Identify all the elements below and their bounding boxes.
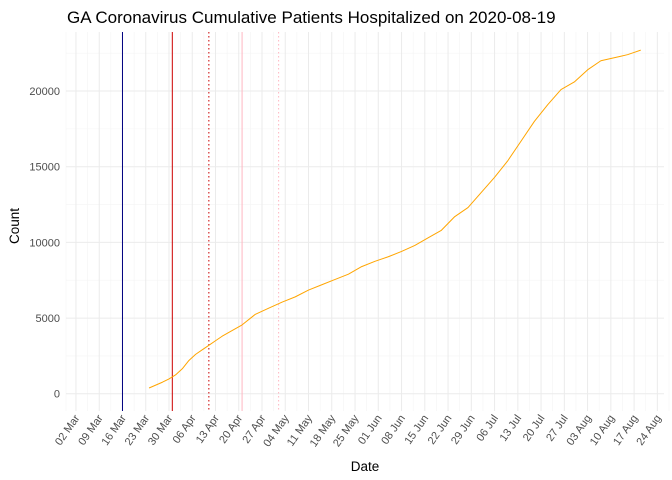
y-axis-label: Count <box>7 208 22 244</box>
y-tick-label: 5000 <box>36 313 60 325</box>
chart-title: GA Coronavirus Cumulative Patients Hospi… <box>67 8 556 27</box>
y-tick-labels: 0 5000 10000 15000 20000 <box>29 86 60 401</box>
series-group <box>148 49 641 389</box>
grid-major <box>66 32 664 411</box>
x-axis-label: Date <box>351 459 380 474</box>
y-tick-label: 10000 <box>29 237 60 249</box>
y-tick-label: 20000 <box>29 86 60 98</box>
reference-lines <box>121 32 280 411</box>
y-tick-label: 15000 <box>29 162 60 174</box>
y-tick-label: 0 <box>54 389 60 401</box>
series-line <box>148 49 641 389</box>
